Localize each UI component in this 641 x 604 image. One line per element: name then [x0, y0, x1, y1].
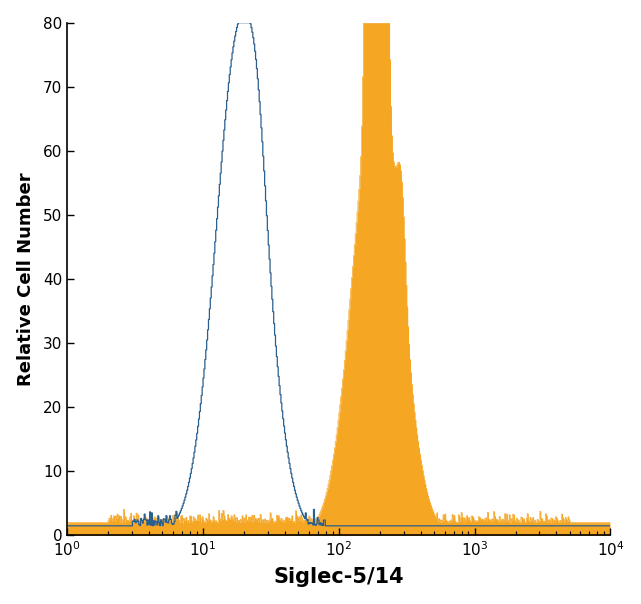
Y-axis label: Relative Cell Number: Relative Cell Number [17, 172, 35, 386]
X-axis label: Siglec-5/14: Siglec-5/14 [274, 567, 404, 587]
